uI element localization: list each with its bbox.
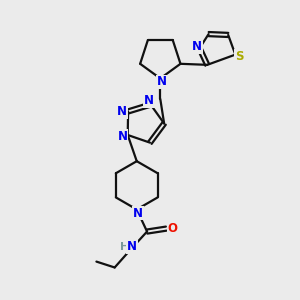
Text: N: N bbox=[133, 206, 143, 220]
Text: N: N bbox=[117, 130, 128, 143]
Text: H: H bbox=[120, 242, 129, 252]
Text: N: N bbox=[192, 40, 202, 53]
Text: O: O bbox=[168, 222, 178, 235]
Text: S: S bbox=[235, 50, 243, 63]
Text: N: N bbox=[157, 76, 167, 88]
Text: N: N bbox=[117, 105, 127, 118]
Text: N: N bbox=[144, 94, 154, 107]
Text: N: N bbox=[127, 240, 137, 254]
